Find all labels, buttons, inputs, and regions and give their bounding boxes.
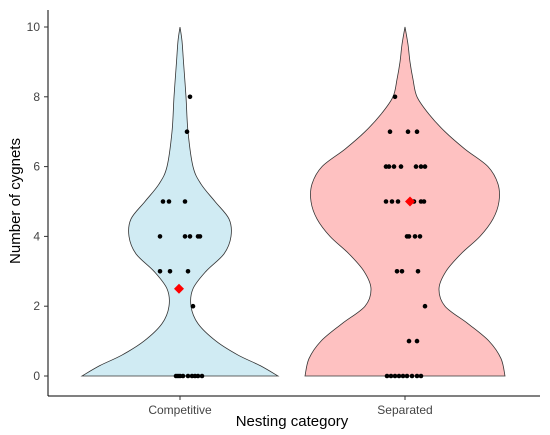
data-point <box>406 338 412 344</box>
data-point <box>421 199 427 204</box>
data-point <box>199 373 205 379</box>
x-axis-title: Nesting category <box>236 413 349 430</box>
data-point <box>384 373 390 379</box>
data-point <box>160 199 166 204</box>
data-point <box>389 199 395 204</box>
x-tick-label: Separated <box>377 403 432 417</box>
data-point <box>399 269 405 274</box>
data-point <box>388 373 394 379</box>
data-point <box>166 199 172 204</box>
data-point <box>400 373 406 379</box>
x-ticks: Competitive Separated <box>148 396 433 417</box>
y-tick-label: 10 <box>27 20 41 34</box>
data-point <box>414 129 420 134</box>
data-point <box>404 373 410 379</box>
data-point <box>190 303 196 309</box>
data-point <box>394 269 400 274</box>
data-point <box>197 234 203 239</box>
y-tick-label: 8 <box>33 90 40 104</box>
data-point <box>395 199 401 204</box>
data-point <box>418 164 424 169</box>
data-point <box>405 129 411 134</box>
x-tick-label: Competitive <box>148 403 212 417</box>
data-point <box>422 303 428 309</box>
data-point <box>417 234 423 239</box>
data-point <box>413 164 419 169</box>
mean-marker <box>405 196 415 207</box>
data-point <box>383 199 389 204</box>
data-point <box>391 164 397 169</box>
data-point <box>414 338 420 344</box>
y-tick-label: 2 <box>33 299 40 313</box>
data-point <box>187 94 193 100</box>
data-point <box>398 164 404 169</box>
data-point <box>392 373 398 379</box>
y-tick-label: 0 <box>33 369 40 383</box>
data-point <box>182 199 188 204</box>
point-layer <box>157 94 428 379</box>
data-point <box>422 164 428 169</box>
mean-marker <box>174 283 184 294</box>
data-point <box>409 373 415 379</box>
data-point <box>157 269 163 274</box>
data-point <box>414 373 420 379</box>
data-point <box>415 269 421 274</box>
data-point <box>412 234 418 239</box>
mean-layer <box>174 196 415 294</box>
data-point <box>182 234 188 239</box>
data-point <box>157 234 163 239</box>
y-tick-label: 4 <box>33 229 40 243</box>
data-point <box>185 373 191 379</box>
data-point <box>180 373 186 379</box>
data-point <box>418 373 424 379</box>
data-point <box>195 373 201 379</box>
data-point <box>167 269 173 274</box>
y-ticks: 0 2 4 6 8 10 <box>27 20 48 383</box>
y-tick-label: 6 <box>33 160 40 174</box>
data-point <box>387 129 393 134</box>
violin-layer <box>80 26 506 377</box>
y-axis-title: Number of cygnets <box>7 138 24 264</box>
data-point <box>396 373 402 379</box>
data-point <box>184 129 190 134</box>
data-point <box>392 94 398 100</box>
data-point <box>406 234 412 239</box>
data-point <box>185 269 191 274</box>
data-point <box>386 164 392 169</box>
violin-competitive <box>80 26 280 377</box>
data-point <box>187 234 193 239</box>
